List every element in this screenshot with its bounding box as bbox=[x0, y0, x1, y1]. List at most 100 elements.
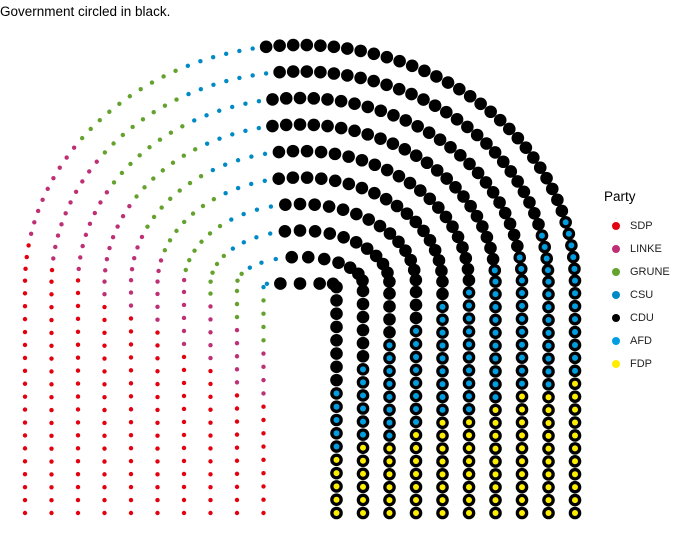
legend: Party SDP LINKE GRUNE CSU CDU AFD FDP bbox=[604, 189, 670, 375]
seat-afd bbox=[546, 381, 552, 387]
seat-afd bbox=[493, 368, 499, 374]
seat-sdp bbox=[182, 420, 186, 424]
seat-cdu bbox=[290, 148, 296, 154]
seat-fdp bbox=[387, 445, 393, 451]
seat-sdp bbox=[23, 356, 27, 360]
legend-key-afd bbox=[612, 337, 620, 345]
seat-fdp bbox=[572, 407, 578, 413]
seat-fdp bbox=[493, 459, 499, 465]
seat-afd bbox=[440, 355, 446, 361]
seat-sdp bbox=[155, 511, 159, 515]
seat-afd bbox=[334, 444, 340, 450]
seat-cdu bbox=[444, 176, 450, 182]
seat-fdp bbox=[334, 497, 340, 503]
seat-cdu bbox=[366, 217, 372, 223]
seat-linke bbox=[182, 329, 186, 333]
seat-cdu bbox=[413, 219, 419, 225]
seat-grune bbox=[261, 311, 265, 315]
seat-fdp bbox=[572, 432, 578, 438]
seat-cdu bbox=[439, 279, 445, 285]
seat-afd bbox=[572, 368, 578, 374]
seat-cdu bbox=[536, 221, 542, 227]
legend-item-csu: CSU bbox=[604, 283, 670, 306]
seat-cdu bbox=[325, 123, 331, 129]
seat-linke bbox=[208, 330, 212, 334]
seat-sdp bbox=[102, 459, 106, 463]
seat-cdu bbox=[478, 101, 484, 107]
seat-cdu bbox=[331, 70, 337, 76]
seat-cdu bbox=[387, 316, 393, 322]
seat-sdp bbox=[23, 330, 27, 334]
seat-sdp bbox=[49, 472, 53, 476]
seat-cdu bbox=[426, 130, 432, 136]
seat-linke bbox=[121, 214, 125, 218]
seat-grune bbox=[201, 204, 205, 208]
seat-csu bbox=[243, 129, 247, 133]
seat-sdp bbox=[76, 368, 80, 372]
seat-sdp bbox=[76, 407, 80, 411]
seat-afd bbox=[334, 430, 340, 436]
seat-afd bbox=[519, 316, 525, 322]
seat-fdp bbox=[334, 470, 340, 476]
legend-label: CSU bbox=[630, 289, 653, 301]
legend-title: Party bbox=[604, 189, 670, 204]
seat-afd bbox=[440, 407, 446, 413]
seat-cdu bbox=[413, 277, 419, 283]
seat-sdp bbox=[23, 485, 27, 489]
seat-cdu bbox=[507, 221, 513, 227]
seat-cdu bbox=[420, 97, 426, 103]
seat-afd bbox=[360, 419, 366, 425]
seat-fdp bbox=[493, 407, 499, 413]
seat-cdu bbox=[483, 141, 489, 147]
seat-sdp bbox=[23, 291, 27, 295]
seat-grune bbox=[199, 174, 203, 178]
seat-cdu bbox=[359, 185, 365, 191]
seat-cdu bbox=[334, 351, 340, 357]
seat-cdu bbox=[346, 181, 352, 187]
seat-cdu bbox=[340, 207, 346, 213]
seat-grune bbox=[235, 315, 239, 319]
seat-linke bbox=[182, 303, 186, 307]
seat-afd bbox=[413, 380, 419, 386]
seat-cdu bbox=[515, 135, 521, 141]
seat-grune bbox=[187, 258, 191, 262]
seat-cdu bbox=[397, 58, 403, 64]
seat-grune bbox=[208, 279, 212, 283]
seat-cdu bbox=[521, 189, 527, 195]
seat-linke bbox=[77, 267, 81, 271]
legend-item-afd: AFD bbox=[604, 329, 670, 352]
seat-fdp bbox=[572, 394, 578, 400]
seat-fdp bbox=[572, 458, 578, 464]
seat-sdp bbox=[129, 459, 133, 463]
legend-item-grune: GRUNE bbox=[604, 260, 670, 283]
seat-afd bbox=[387, 381, 393, 387]
seat-cdu bbox=[358, 48, 364, 54]
seat-afd bbox=[387, 394, 393, 400]
seat-sdp bbox=[155, 433, 159, 437]
seat-csu bbox=[263, 179, 267, 183]
seat-cdu bbox=[432, 103, 438, 109]
seat-sdp bbox=[235, 445, 239, 449]
seat-sdp bbox=[155, 343, 159, 347]
seat-afd bbox=[440, 304, 446, 310]
seat-fdp bbox=[546, 459, 552, 465]
legend-items: SDP LINKE GRUNE CSU CDU AFD FDP bbox=[604, 214, 670, 375]
seat-afd bbox=[545, 279, 551, 285]
seat-grune bbox=[184, 268, 188, 272]
seat-grune bbox=[139, 87, 143, 91]
seat-afd bbox=[519, 290, 525, 296]
seat-sdp bbox=[208, 498, 212, 502]
seat-afd bbox=[466, 393, 472, 399]
seat-sdp bbox=[23, 343, 27, 347]
seat-cdu bbox=[334, 284, 340, 290]
seat-grune bbox=[107, 110, 111, 114]
seat-sdp bbox=[155, 330, 159, 334]
seat-sdp bbox=[49, 434, 53, 438]
seat-cdu bbox=[338, 98, 344, 104]
seat-cdu bbox=[394, 203, 400, 209]
seat-cdu bbox=[457, 152, 463, 158]
seat-fdp bbox=[546, 484, 552, 490]
seat-cdu bbox=[396, 173, 402, 179]
seat-grune bbox=[163, 248, 167, 252]
seat-cdu bbox=[304, 69, 310, 75]
